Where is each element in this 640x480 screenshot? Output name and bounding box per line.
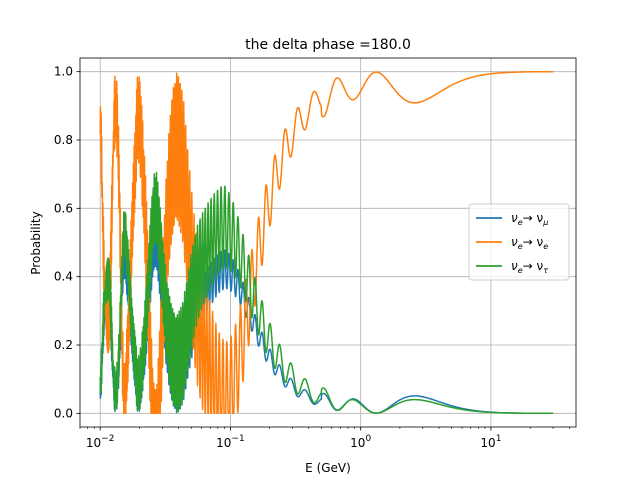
legend-label: νe→ ντ [511,259,548,275]
chart-title: the delta phase =180.0 [245,37,411,53]
y-tick-label: 1.0 [54,65,73,79]
y-axis-label: Probability [29,211,43,274]
legend-label: νe→ νμ [511,211,548,227]
x-tick-base: 10 [480,436,495,450]
x-tick-base: 10 [350,436,365,450]
x-tick-label: 10−1 [216,434,245,450]
series-lines [99,70,554,415]
y-tick-label: 0.2 [54,338,73,352]
y-tick-label: 0.4 [54,270,73,284]
x-tick-exponent: −2 [101,434,114,444]
series-line-nue-nue [99,70,554,415]
x-axis-ticks: 10−2 10−1 100 101 [79,427,570,450]
x-tick-base: 10 [86,436,101,450]
x-tick-label: 10−2 [86,434,115,450]
plot-frame [79,57,577,428]
series-line-nue-nutau [99,171,554,415]
legend-label: νe→ νe [511,235,548,251]
x-tick-label: 100 [350,434,371,450]
y-tick-label: 0.6 [54,201,73,215]
x-tick-base: 10 [216,436,231,450]
x-axis-label: E (GeV) [305,461,351,475]
x-tick-exponent: 0 [365,434,371,444]
legend: νe→ νμ νe→ νe νe→ ντ [468,203,570,281]
x-tick-exponent: −1 [231,434,244,444]
y-tick-label: 0.0 [54,406,73,420]
legend-box [468,203,570,281]
x-tick-label: 101 [480,434,501,450]
x-tick-exponent: 1 [496,434,502,444]
y-tick-label: 0.8 [54,133,73,147]
y-axis-ticks: 0.0 0.2 0.4 0.6 0.8 1.0 [54,65,80,420]
